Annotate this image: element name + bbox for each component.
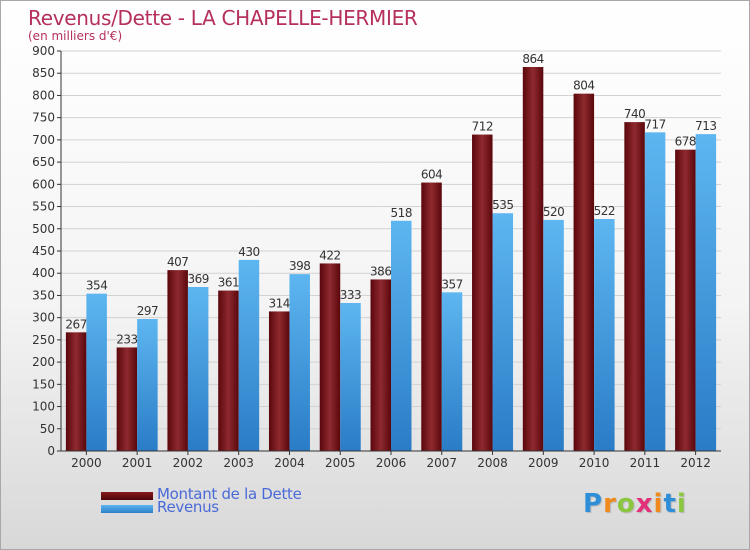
y-tick-label: 500: [32, 222, 55, 236]
y-tick-label: 400: [32, 266, 55, 280]
data-label-revenus: 520: [543, 205, 564, 219]
bar-revenus: [238, 259, 260, 451]
data-label-revenus: 535: [492, 198, 513, 212]
y-tick-label: 350: [32, 288, 55, 302]
data-label-dette: 407: [167, 255, 188, 269]
x-tick-label: 2012: [680, 456, 711, 470]
data-label-revenus: 357: [441, 277, 462, 291]
x-tick-label: 2005: [325, 456, 356, 470]
data-label-revenus: 354: [86, 279, 107, 293]
bar-revenus: [86, 293, 107, 451]
chart-title: Revenus/Dette - LA CHAPELLE-HERMIER: [28, 6, 418, 30]
bar-dette: [167, 270, 188, 451]
y-tick-label: 800: [32, 88, 55, 102]
data-label-revenus: 430: [238, 245, 259, 259]
data-label-dette: 314: [269, 296, 290, 310]
bar-revenus: [137, 319, 158, 451]
legend-label-revenus: Revenus: [157, 498, 219, 516]
bar-dette: [116, 347, 138, 451]
bar-dette: [472, 134, 493, 452]
y-tick-label: 700: [32, 133, 55, 147]
x-tick-label: 2004: [274, 456, 305, 470]
y-tick-label: 750: [32, 111, 55, 125]
data-label-dette: 678: [675, 135, 696, 149]
bar-dette: [218, 290, 239, 451]
bar-dette: [624, 122, 645, 451]
data-label-revenus: 713: [695, 119, 716, 133]
legend-label-dette: Montant de la Dette: [157, 485, 302, 503]
bar-revenus: [594, 219, 615, 451]
data-label-revenus: 518: [391, 206, 412, 220]
y-tick-label: 450: [32, 244, 55, 258]
y-tick-label: 900: [32, 44, 55, 58]
data-label-dette: 361: [218, 276, 239, 290]
y-tick-label: 100: [32, 400, 55, 414]
data-label-dette: 864: [522, 52, 543, 66]
y-tick-label: 650: [32, 155, 55, 169]
bar-revenus: [289, 274, 310, 451]
bar-revenus: [695, 134, 717, 451]
bar-revenus: [543, 219, 564, 451]
bar-dette: [573, 93, 595, 452]
x-tick-label: 2001: [122, 456, 153, 470]
x-tick-label: 2006: [376, 456, 407, 470]
bar-revenus: [644, 132, 666, 452]
data-label-dette: 386: [370, 264, 391, 278]
data-label-dette: 804: [573, 79, 594, 93]
data-label-revenus: 717: [644, 117, 665, 131]
x-tick-label: 2003: [223, 456, 254, 470]
chart-subtitle: (en milliers d'€): [28, 29, 123, 43]
proxiti-logo: Proxiti: [583, 489, 687, 519]
y-tick-label: 850: [32, 66, 55, 80]
x-tick-label: 2000: [71, 456, 102, 470]
bar-dette: [319, 263, 341, 451]
axes: 0 50 100 150 200 250 300 350 400 450 500 550 600 650 7…: [32, 44, 721, 470]
data-label-dette: 712: [472, 120, 493, 134]
x-tick-label: 2011: [630, 456, 661, 470]
x-tick-label: 2008: [477, 456, 508, 470]
legend-swatch-dette: [101, 492, 153, 500]
y-tick-label: 0: [47, 444, 55, 458]
data-label-revenus: 398: [289, 259, 310, 273]
x-tick-label: 2010: [579, 456, 610, 470]
y-tick-label: 250: [32, 333, 55, 347]
bar-dette: [522, 67, 544, 451]
bar-revenus: [187, 287, 209, 451]
data-label-dette: 604: [421, 168, 442, 182]
x-tick-label: 2002: [173, 456, 204, 470]
data-label-revenus: 369: [187, 272, 208, 286]
bar-dette: [268, 311, 290, 451]
data-label-dette: 267: [65, 317, 86, 331]
y-tick-label: 300: [32, 311, 55, 325]
bar-dette: [421, 182, 442, 452]
data-label-revenus: 522: [594, 204, 615, 218]
bar-dette: [370, 279, 391, 451]
y-tick-label: 150: [32, 377, 55, 391]
bar-dette: [65, 332, 87, 451]
data-label-dette: 740: [624, 107, 645, 121]
y-tick-label: 600: [32, 177, 55, 191]
y-tick-label: 200: [32, 355, 55, 369]
data-label-revenus: 297: [137, 304, 158, 318]
y-tick-label: 50: [40, 422, 55, 436]
x-tick-label: 2009: [528, 456, 559, 470]
legend-swatch-revenus: [101, 505, 153, 513]
data-label-dette: 422: [319, 248, 340, 262]
data-label-dette: 233: [116, 332, 137, 346]
x-tick-label: 2007: [426, 456, 457, 470]
y-tick-label: 550: [32, 200, 55, 214]
data-label-revenus: 333: [340, 288, 361, 302]
bar-revenus: [340, 303, 361, 451]
bar-revenus: [391, 220, 412, 451]
bar-revenus: [492, 213, 514, 451]
bar-dette: [675, 149, 696, 451]
bar-revenus: [441, 292, 463, 451]
